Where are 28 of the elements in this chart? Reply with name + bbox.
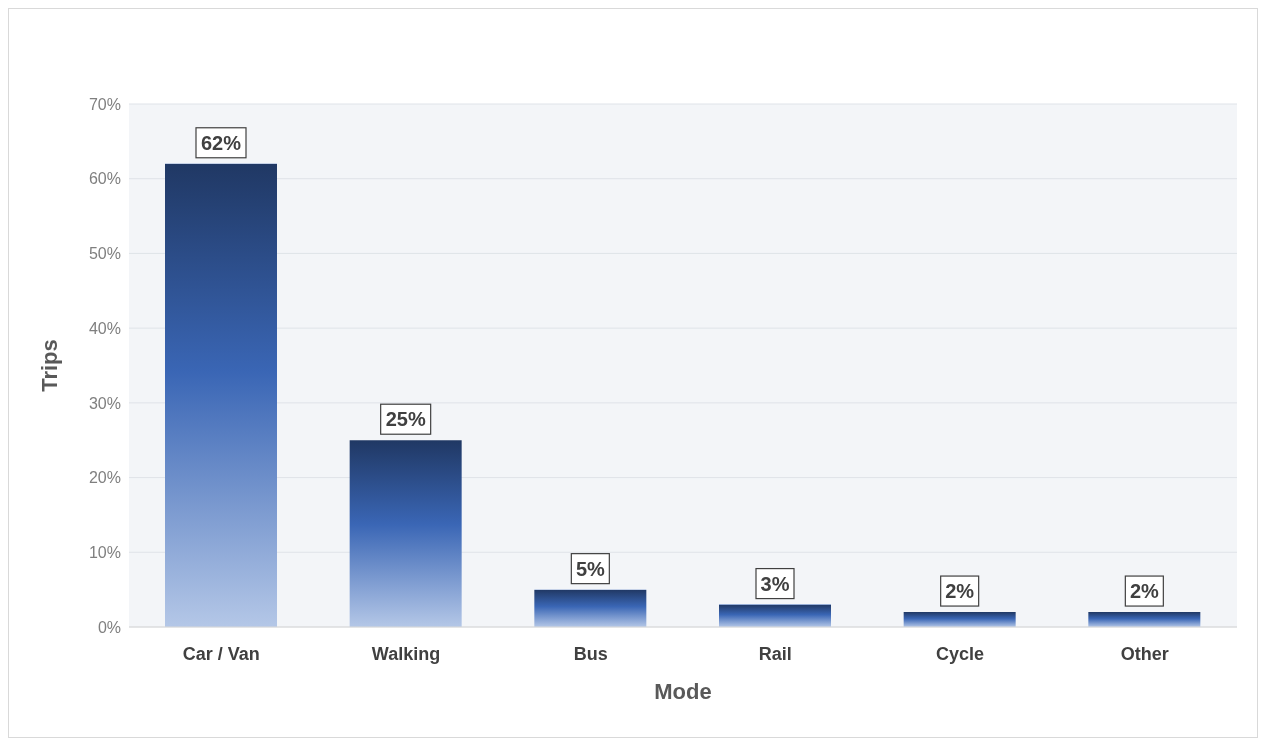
bar (534, 589, 647, 627)
data-label: 2% (1129, 580, 1159, 603)
data-label: 25% (385, 408, 426, 431)
bar (719, 604, 831, 627)
y-tick-label: 10% (88, 543, 121, 561)
x-tick-label: Car / Van (182, 643, 260, 664)
data-label: 62% (200, 131, 242, 154)
x-tick-label: Walking (371, 643, 441, 664)
bar (349, 440, 462, 627)
x-tick-label: Other (1120, 643, 1169, 664)
x-tick-label: Cycle (935, 643, 985, 664)
bar (903, 612, 1016, 627)
x-axis-title: Mode (654, 679, 712, 704)
x-tick-label: Bus (573, 643, 608, 664)
bar (165, 163, 277, 627)
bar (1088, 612, 1201, 627)
y-tick-label: 20% (88, 469, 121, 487)
data-label: 3% (760, 572, 790, 595)
data-label: 2% (945, 580, 975, 603)
y-tick-label: 70% (88, 95, 121, 113)
y-tick-label: 30% (88, 394, 121, 412)
y-axis-title: Trips (36, 339, 62, 392)
y-tick-label: 0% (97, 618, 121, 636)
y-tick-label: 40% (88, 319, 121, 337)
data-label: 5% (575, 557, 605, 580)
x-tick-label: Rail (758, 643, 792, 664)
y-tick-label: 50% (88, 245, 121, 263)
y-tick-label: 60% (88, 170, 121, 188)
